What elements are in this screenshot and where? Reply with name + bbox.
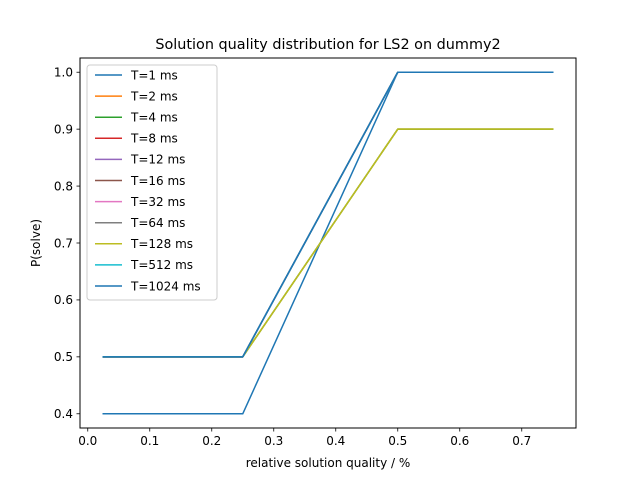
legend-label: T=2 ms bbox=[130, 89, 178, 103]
x-tick-label: 0.3 bbox=[264, 434, 283, 448]
x-tick-label: 0.4 bbox=[326, 434, 345, 448]
legend-label: T=512 ms bbox=[130, 258, 193, 272]
y-tick-label: 1.0 bbox=[54, 66, 73, 80]
legend-box bbox=[86, 64, 218, 301]
x-axis-label: relative solution quality / % bbox=[246, 456, 411, 470]
x-tick-label: 0.0 bbox=[78, 434, 97, 448]
x-tick-label: 0.6 bbox=[450, 434, 469, 448]
legend-label: T=1 ms bbox=[130, 68, 178, 82]
legend-label: T=1024 ms bbox=[130, 279, 201, 293]
x-axis: 0.0 0.1 0.2 0.3 0.4 0.5 0.6 0.7 bbox=[78, 428, 531, 448]
series-layer bbox=[102, 71, 554, 415]
x-tick-label: 0.7 bbox=[512, 434, 531, 448]
y-axis: 0.4 0.5 0.6 0.7 0.8 0.9 1.0 bbox=[54, 66, 80, 421]
x-tick-label: 0.1 bbox=[140, 434, 159, 448]
y-tick-label: 0.8 bbox=[54, 179, 73, 193]
y-axis-label: P(solve) bbox=[29, 219, 43, 267]
chart-title: Solution quality distribution for LS2 on… bbox=[155, 37, 500, 53]
legend-label: T=16 ms bbox=[130, 174, 185, 188]
legend-label: T=128 ms bbox=[130, 237, 193, 251]
legend-label: T=4 ms bbox=[130, 111, 178, 125]
series-line-10 bbox=[102, 71, 554, 358]
y-tick-label: 0.7 bbox=[54, 236, 73, 250]
legend-label: T=12 ms bbox=[130, 153, 185, 167]
legend-label: T=64 ms bbox=[130, 216, 185, 230]
y-tick-label: 0.9 bbox=[54, 122, 73, 136]
legend: T=1 ms T=2 ms T=4 ms T=8 ms T=12 ms T=16 ms T=… bbox=[86, 64, 218, 301]
legend-label: T=8 ms bbox=[130, 132, 178, 146]
x-tick-label: 0.5 bbox=[388, 434, 407, 448]
y-tick-label: 0.5 bbox=[54, 350, 73, 364]
y-tick-label: 0.4 bbox=[54, 407, 73, 421]
y-tick-label: 0.6 bbox=[54, 293, 73, 307]
legend-label: T=32 ms bbox=[130, 195, 185, 209]
x-tick-label: 0.2 bbox=[202, 434, 221, 448]
